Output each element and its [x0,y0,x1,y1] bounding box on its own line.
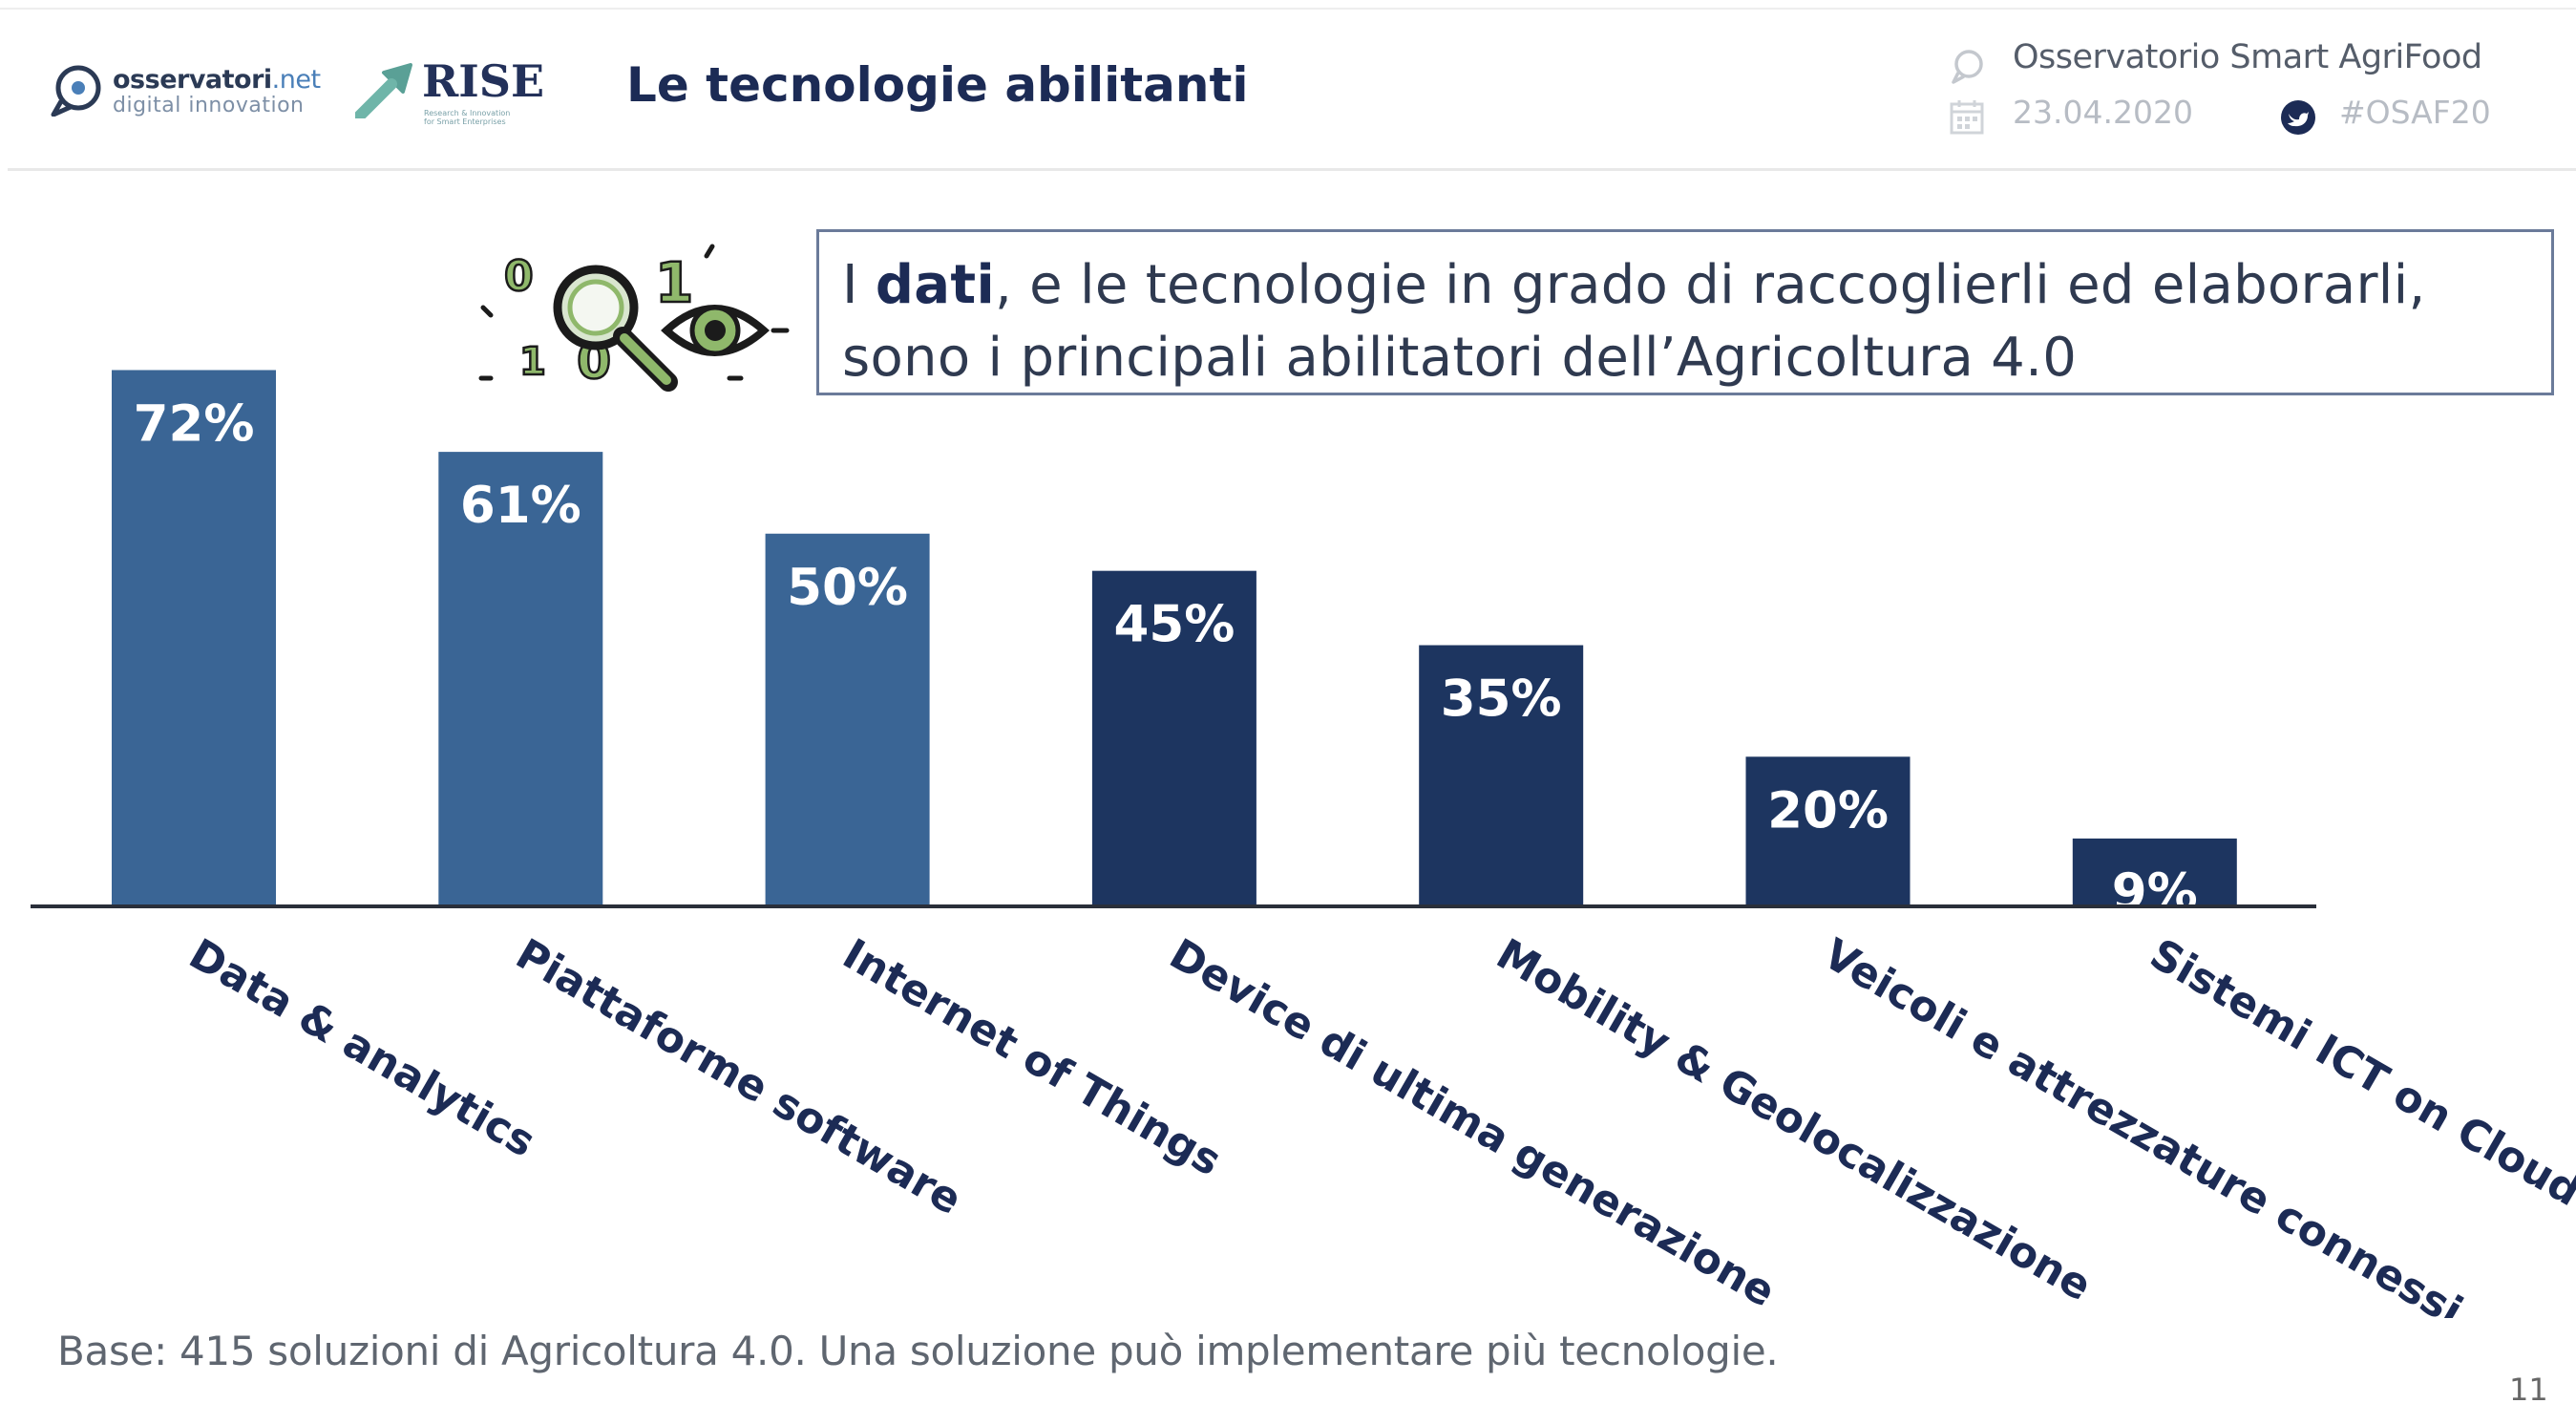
footnote: Base: 415 soluzioni di Agricoltura 4.0. … [57,1328,1779,1374]
key-message-box: I dati, e le tecnologie in grado di racc… [816,229,2554,395]
rise-arrow-icon [355,63,412,118]
bar-3 [1091,570,1256,905]
calendar-icon [1950,100,1984,135]
bar-1 [438,452,603,905]
page-number: 11 [2509,1372,2548,1408]
binary-digit-1-bottom: 1 [519,340,546,384]
category-label-0: Data & analytics [181,929,544,1167]
osservatori-logo-tagline: digital innovation [113,94,305,117]
key-message-line-2: sono i principali abilitatori dell’Agric… [842,327,2078,389]
data-analysis-icon: 0 1 1 0 [478,244,790,392]
binary-digit-0-top: 0 [504,252,534,301]
rise-logo: RISE Research & Innovation for Smart Ente… [355,52,565,128]
bar-6 [2072,838,2237,905]
page-title: Le tecnologie abilitanti [626,57,1249,113]
rise-logo-tagline: Research & Innovation for Smart Enterpris… [424,109,511,126]
osservatori-logo: osservatori.net digital innovation [50,57,327,124]
bar-value-label-5: 20% [1767,781,1889,840]
bar-value-label-0: 72% [134,394,255,453]
bar-5 [1745,756,1911,905]
osservatori-logo-name: osservatori.net [113,65,321,95]
bar-value-label-1: 61% [460,477,581,535]
category-label-4: Mobility & Geolocalizzazione [1489,929,2100,1310]
category-label-3: Device di ultima generazione [1161,929,1783,1316]
bar-2 [765,533,930,905]
top-rule [0,8,2576,10]
chat-bubble-icon [1952,50,1983,84]
event-date: 23.04.2020 [2013,94,2193,131]
eye-icon [661,305,771,356]
bar-value-label-2: 50% [787,559,908,617]
bar-value-label-3: 45% [1113,596,1235,654]
sparkle-marks [478,244,790,381]
header-info: Osservatorio Smart AgriFood 23.04.2020 #… [1948,38,2559,143]
twitter-icon[interactable] [2280,99,2316,136]
bar-0 [112,370,276,906]
bar-4 [1419,645,1584,905]
rise-logo-name: RISE [422,55,545,107]
speech-bubble-icon [51,65,101,117]
category-label-5: Veicoli e attrezzature connessi [1815,929,2470,1318]
key-message-bold: dati [875,254,995,316]
organization-name: Osservatorio Smart AgriFood [2013,38,2482,76]
bar-value-label-6: 9% [2112,863,2198,922]
key-message-line-1: I dati, e le tecnologie in grado di racc… [842,254,2426,316]
bar-value-label-4: 35% [1441,670,1562,729]
magnifier-icon [553,265,678,392]
header-divider [8,168,2576,171]
event-hashtag: #OSAF20 [2339,94,2491,131]
binary-digit-1-top: 1 [655,250,693,315]
